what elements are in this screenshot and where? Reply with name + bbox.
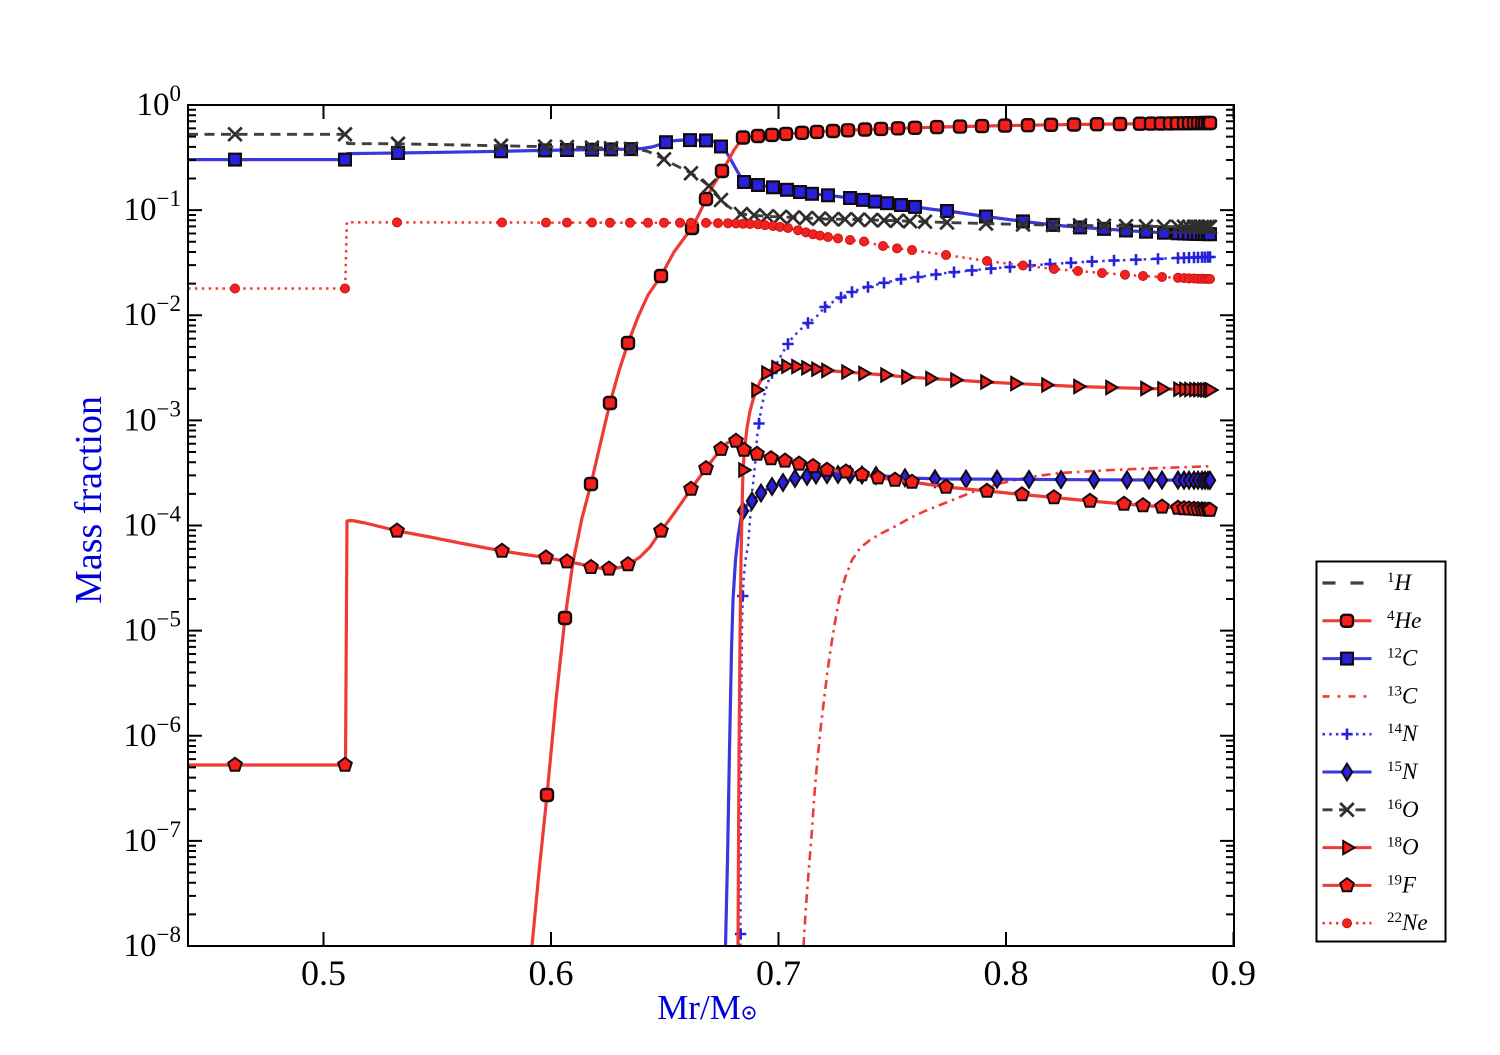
svg-text:13C: 13C (1387, 683, 1418, 708)
svg-text:0.9: 0.9 (1211, 953, 1256, 993)
svg-text:14N: 14N (1387, 721, 1419, 746)
svg-text:16O: 16O (1387, 797, 1419, 822)
svg-text:4He: 4He (1387, 608, 1421, 633)
svg-text:Mass fraction: Mass fraction (68, 396, 110, 604)
svg-text:18O: 18O (1387, 835, 1419, 860)
svg-text:0.8: 0.8 (984, 953, 1029, 993)
svg-text:19F: 19F (1387, 872, 1417, 897)
svg-text:Mr/M: Mr/M (657, 988, 741, 1027)
svg-text:10−1: 10−1 (124, 186, 181, 228)
svg-text:1H: 1H (1387, 570, 1413, 595)
svg-text:15N: 15N (1387, 759, 1419, 784)
svg-text:22Ne: 22Ne (1387, 910, 1428, 935)
svg-text:12C: 12C (1387, 646, 1418, 671)
svg-text:0.5: 0.5 (301, 953, 346, 993)
svg-text:0.7: 0.7 (756, 953, 801, 993)
svg-text:0.6: 0.6 (529, 953, 574, 993)
